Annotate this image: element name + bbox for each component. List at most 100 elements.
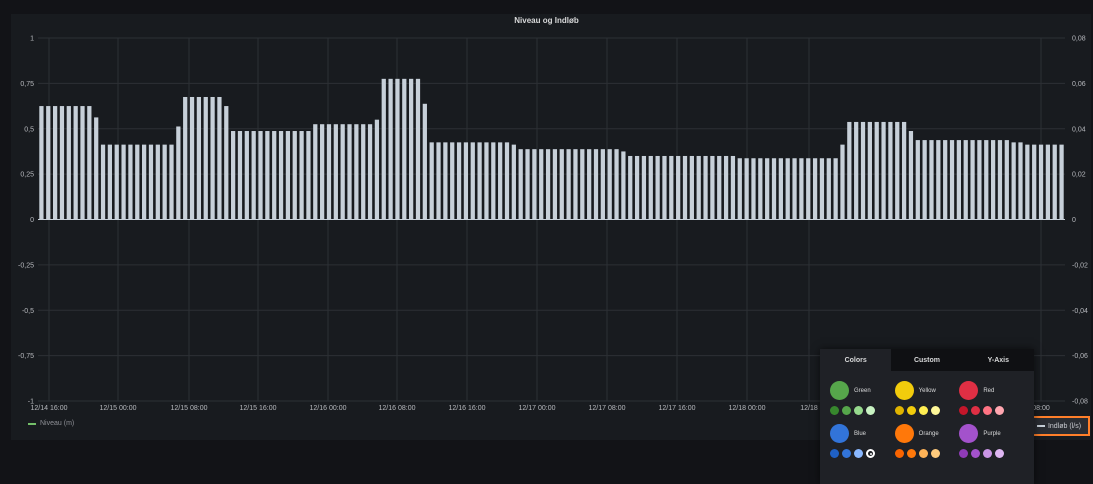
color-shade-swatch[interactable] [971,406,981,415]
legend-item-indlob[interactable]: Indløb (l/s) [1028,416,1090,436]
color-swatch-green[interactable] [830,381,849,400]
color-shade-swatch[interactable] [830,406,839,415]
color-shade-swatch[interactable] [830,449,839,458]
bar[interactable] [997,140,1003,220]
bar[interactable] [244,131,249,220]
bar[interactable] [374,119,380,220]
color-shade-swatch[interactable] [854,449,863,458]
bar[interactable] [169,144,174,220]
bar[interactable] [956,140,961,220]
bar[interactable] [1018,142,1023,220]
color-shade-swatch[interactable] [930,449,940,458]
bar[interactable] [655,155,660,220]
bar[interactable] [648,155,653,220]
bar[interactable] [217,96,222,220]
bar[interactable] [285,131,291,220]
bar[interactable] [484,142,489,220]
color-shade-swatch[interactable] [918,406,928,415]
bar[interactable] [689,155,694,220]
bar[interactable] [1045,144,1051,220]
color-shade-swatch[interactable] [959,449,969,458]
bar[interactable] [361,124,366,220]
bar[interactable] [676,155,681,220]
bar[interactable] [970,140,975,220]
bar[interactable] [778,158,783,220]
bar[interactable] [491,142,496,220]
bar[interactable] [1004,140,1009,220]
bar[interactable] [52,106,58,220]
bar[interactable] [415,78,421,220]
tab-colors[interactable]: Colors [820,349,892,371]
bar[interactable] [833,158,838,220]
bar[interactable] [114,144,119,220]
bar[interactable] [231,131,236,220]
bar[interactable] [306,131,311,220]
bar[interactable] [326,124,332,220]
tab-custom[interactable]: Custom [913,356,941,364]
bar[interactable] [854,121,859,220]
bar[interactable] [730,155,736,220]
color-shade-swatch[interactable] [906,449,916,458]
bar[interactable] [299,131,304,220]
bar[interactable] [189,96,195,220]
bar[interactable] [539,149,544,220]
bar[interactable] [580,149,585,220]
bar[interactable] [148,144,154,220]
legend-swatch[interactable] [1036,425,1045,427]
color-shade-swatch[interactable] [866,449,875,458]
bar[interactable] [1059,144,1064,220]
bar[interactable] [429,142,434,220]
color-swatch-red[interactable] [959,381,979,400]
legend-item-niveau[interactable]: Niveau (m) [28,420,74,427]
color-shade-swatch[interactable] [894,406,904,415]
bar[interactable] [87,106,92,220]
bar[interactable] [498,142,503,220]
bar[interactable] [915,140,920,220]
bar[interactable] [744,158,749,220]
bar[interactable] [1011,142,1016,220]
bar[interactable] [80,106,85,220]
bar[interactable] [806,158,811,220]
bar[interactable] [1052,144,1057,220]
bar[interactable] [573,149,578,220]
bar[interactable] [176,126,181,220]
bar[interactable] [450,142,455,220]
bar[interactable] [717,155,722,220]
bar[interactable] [826,158,831,220]
bar[interactable] [723,155,729,220]
bar[interactable] [559,149,564,220]
bar[interactable] [313,124,318,220]
bar[interactable] [155,144,160,220]
bar[interactable] [128,144,133,220]
bar[interactable] [292,131,297,220]
bar[interactable] [142,144,147,220]
bar[interactable] [929,140,934,220]
color-swatch-yellow[interactable] [894,381,914,400]
bar[interactable] [792,158,797,220]
bar[interactable] [409,78,414,220]
bar[interactable] [237,131,243,220]
bar[interactable] [320,124,325,220]
bar[interactable] [641,155,647,220]
bar[interactable] [621,151,626,220]
bar[interactable] [94,117,99,220]
bar[interactable] [901,121,907,220]
bar[interactable] [860,121,866,220]
bar[interactable] [511,144,516,220]
bar[interactable] [874,121,879,220]
bar[interactable] [765,158,770,220]
bar[interactable] [135,144,140,220]
color-shade-swatch[interactable] [930,406,940,415]
bar[interactable] [265,131,270,220]
bar[interactable] [949,140,955,220]
bar[interactable] [771,158,777,220]
bar[interactable] [395,78,400,220]
bar[interactable] [224,106,229,220]
bar[interactable] [46,106,51,220]
bar[interactable] [867,121,872,220]
color-shade-swatch[interactable] [983,406,993,415]
bar[interactable] [634,155,640,220]
bar[interactable] [881,121,886,220]
bar[interactable] [463,142,469,220]
bar[interactable] [456,142,462,220]
